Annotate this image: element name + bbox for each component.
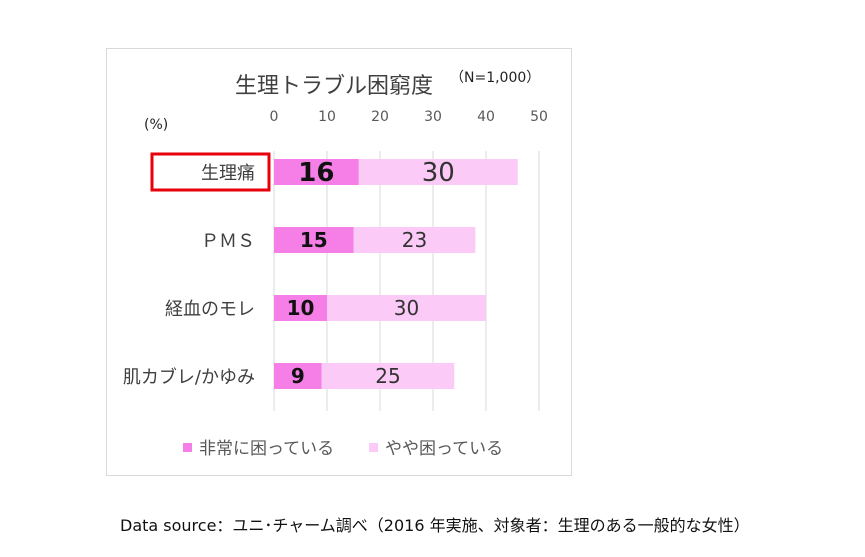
category-label: 生理痛	[201, 163, 255, 184]
data-label-moderate: 30	[422, 158, 455, 188]
x-tick-label: 30	[424, 109, 442, 125]
data-label-severe: 10	[287, 296, 315, 320]
x-tick-label: 40	[477, 109, 495, 125]
highlight-box	[150, 152, 271, 192]
legend-label-moderate: やや困っている	[385, 439, 503, 459]
bar-severe	[274, 159, 359, 185]
unit-label: (%)	[144, 117, 168, 133]
data-label-moderate: 23	[402, 228, 427, 252]
chart-frame: 生理トラブル困窮度 （N=1,000） (%) 0 10 20 30 40 50 16 30 生理痛 1…	[106, 48, 572, 476]
data-label-moderate: 30	[394, 296, 419, 320]
bar-severe	[274, 363, 322, 389]
chart-title: 生理トラブル困窮度	[235, 74, 433, 99]
data-label-severe: 9	[291, 364, 305, 388]
data-label-severe: 15	[300, 228, 328, 252]
data-label-moderate: 25	[375, 364, 400, 388]
bar-severe	[274, 295, 327, 321]
data-label-severe: 16	[298, 158, 334, 188]
bar-severe	[274, 227, 354, 253]
legend-swatch-moderate	[369, 443, 378, 452]
legend-swatch-severe	[183, 443, 192, 452]
legend-label-severe: 非常に困っている	[199, 439, 334, 459]
category-label: 肌カブレ/かゆみ	[123, 366, 255, 388]
category-label: 経血のモレ	[165, 299, 255, 320]
chart-subtitle: （N=1,000）	[450, 70, 540, 86]
data-source-note: Data source：ユニ･チャーム調べ（2016 年実施、対象者：生理のある…	[120, 516, 750, 535]
bar-moderate	[327, 295, 486, 321]
x-tick-label: 0	[270, 109, 279, 125]
category-label: ＰＭＳ	[201, 231, 255, 252]
x-tick-label: 50	[530, 109, 548, 125]
bar-moderate	[353, 227, 476, 253]
x-tick-label: 10	[318, 109, 336, 125]
bar-chart: 生理トラブル困窮度 （N=1,000） (%) 0 10 20 30 40 50 16 30 生理痛 1…	[123, 70, 548, 459]
bar-moderate	[358, 159, 518, 185]
x-tick-label: 20	[371, 109, 389, 125]
bar-moderate	[321, 363, 455, 389]
